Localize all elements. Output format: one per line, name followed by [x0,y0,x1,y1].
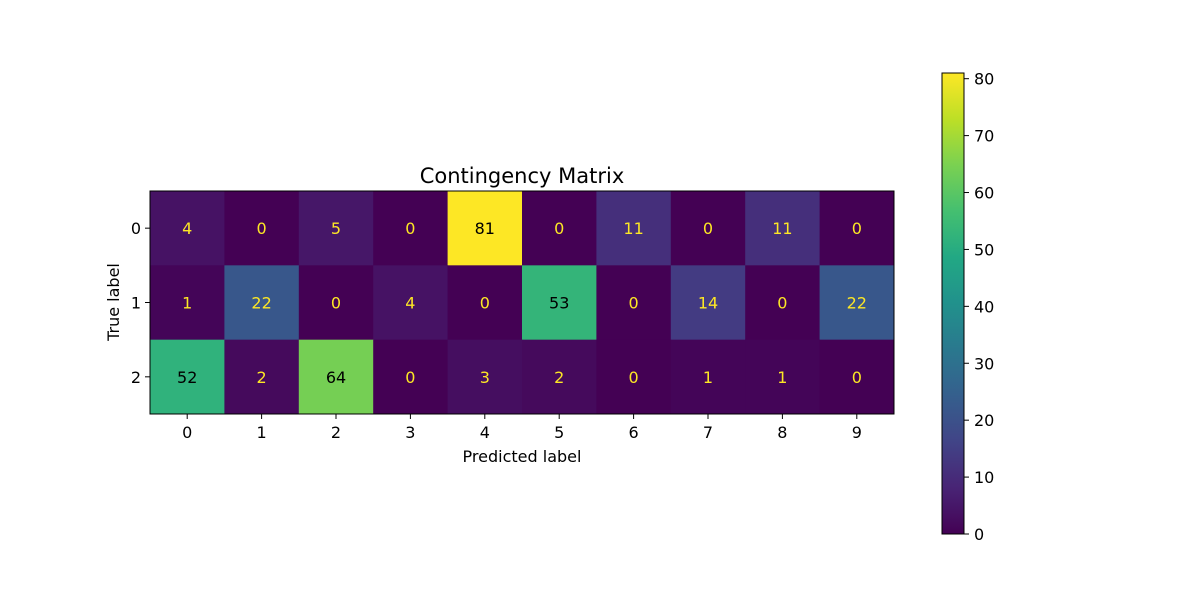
colorbar-tick-label: 50 [974,240,994,259]
y-tick-label: 2 [131,368,141,387]
cell-value-label: 0 [480,293,490,312]
cell-value-label: 0 [852,219,862,238]
cell-value-label: 4 [182,219,192,238]
cell-value-label: 1 [182,293,192,312]
heatmap-cell [150,191,225,266]
cell-value-label: 1 [703,368,713,387]
x-tick-label: 8 [777,423,787,442]
colorbar-tick-label: 60 [974,184,994,203]
colorbar: 0 10 20 30 40 50 60 70 80 [941,70,994,544]
cell-value-label: 0 [703,219,713,238]
heatmap-cell [670,265,746,341]
x-tick-label: 9 [852,423,862,442]
heatmap-cell [522,191,597,266]
x-tick-label: 0 [182,423,192,442]
x-tick-label: 4 [480,423,490,442]
heatmap-cell [596,265,672,341]
heatmap-cell [224,191,300,266]
heatmap-cell [596,191,672,266]
y-tick-label: 0 [131,219,141,238]
heatmap-cell [298,339,374,415]
cell-value-label: 0 [629,368,639,387]
cell-value-label: 0 [405,368,415,387]
colorbar-gradient [941,72,965,535]
cell-value-label: 0 [331,293,341,312]
heatmap-cell [224,339,300,415]
cell-value-label: 52 [177,368,197,387]
cell-value-label: 0 [777,293,787,312]
colorbar-tick-label: 80 [974,70,994,89]
chart-title: Contingency Matrix [420,164,625,188]
heatmap-cell [224,265,300,341]
cell-value-label: 4 [405,293,415,312]
heatmap-cell [150,339,225,415]
heatmap-cell [819,265,895,341]
cell-value-label: 0 [629,293,639,312]
heatmap-cell [745,339,821,415]
cell-value-label: 0 [257,219,267,238]
cell-value-label: 2 [257,368,267,387]
x-tick-label: 5 [554,423,564,442]
heatmap-cell [522,339,597,415]
heatmap-cell [745,265,821,341]
cell-value-label: 1 [777,368,787,387]
colorbar-tick-label: 0 [974,525,984,544]
cell-value-label: 0 [554,219,564,238]
x-axis: 0 1 2 3 4 5 6 7 8 9 [182,413,862,442]
cell-value-label: 0 [852,368,862,387]
heatmap-cell [298,191,374,266]
y-tick-label: 1 [131,293,141,312]
colorbar-tick-label: 40 [974,297,994,316]
heatmap-cell [819,339,895,415]
heatmap-cell [745,191,821,266]
cell-value-label: 14 [698,293,718,312]
x-tick-label: 1 [257,423,267,442]
x-tick-label: 7 [703,423,713,442]
cell-value-label: 11 [772,219,792,238]
y-axis-label: True label [104,263,123,342]
heatmap-cell [373,339,449,415]
cell-value-label: 2 [554,368,564,387]
x-tick-label: 2 [331,423,341,442]
colorbar-tick-label: 10 [974,468,994,487]
heatmap-cell [670,191,746,266]
heatmap-cell [670,339,746,415]
heatmap-cell [447,265,523,341]
cell-value-label: 53 [549,293,569,312]
heatmap-cell [596,339,672,415]
cell-value-label: 81 [475,219,495,238]
heatmap-cell [447,191,523,266]
cell-value-label: 3 [480,368,490,387]
cell-value-label: 22 [847,293,867,312]
x-tick-label: 6 [629,423,639,442]
colorbar-tick-label: 70 [974,127,994,146]
y-axis: 0 1 2 [131,219,150,387]
colorbar-tick-label: 30 [974,354,994,373]
x-tick-label: 3 [405,423,415,442]
cell-value-label: 0 [405,219,415,238]
heatmap-cell [819,191,895,266]
heatmap-cell [522,265,597,341]
cell-value-label: 64 [326,368,346,387]
heatmap-cell [447,339,523,415]
cell-value-label: 22 [251,293,271,312]
heatmap-cell [373,191,449,266]
colorbar-tick-label: 20 [974,411,994,430]
cell-value-label: 11 [623,219,643,238]
heatmap-cell [150,265,225,341]
cell-value-label: 5 [331,219,341,238]
x-axis-label: Predicted label [463,447,582,466]
heatmap-cell [298,265,374,341]
heatmap-cell [373,265,449,341]
